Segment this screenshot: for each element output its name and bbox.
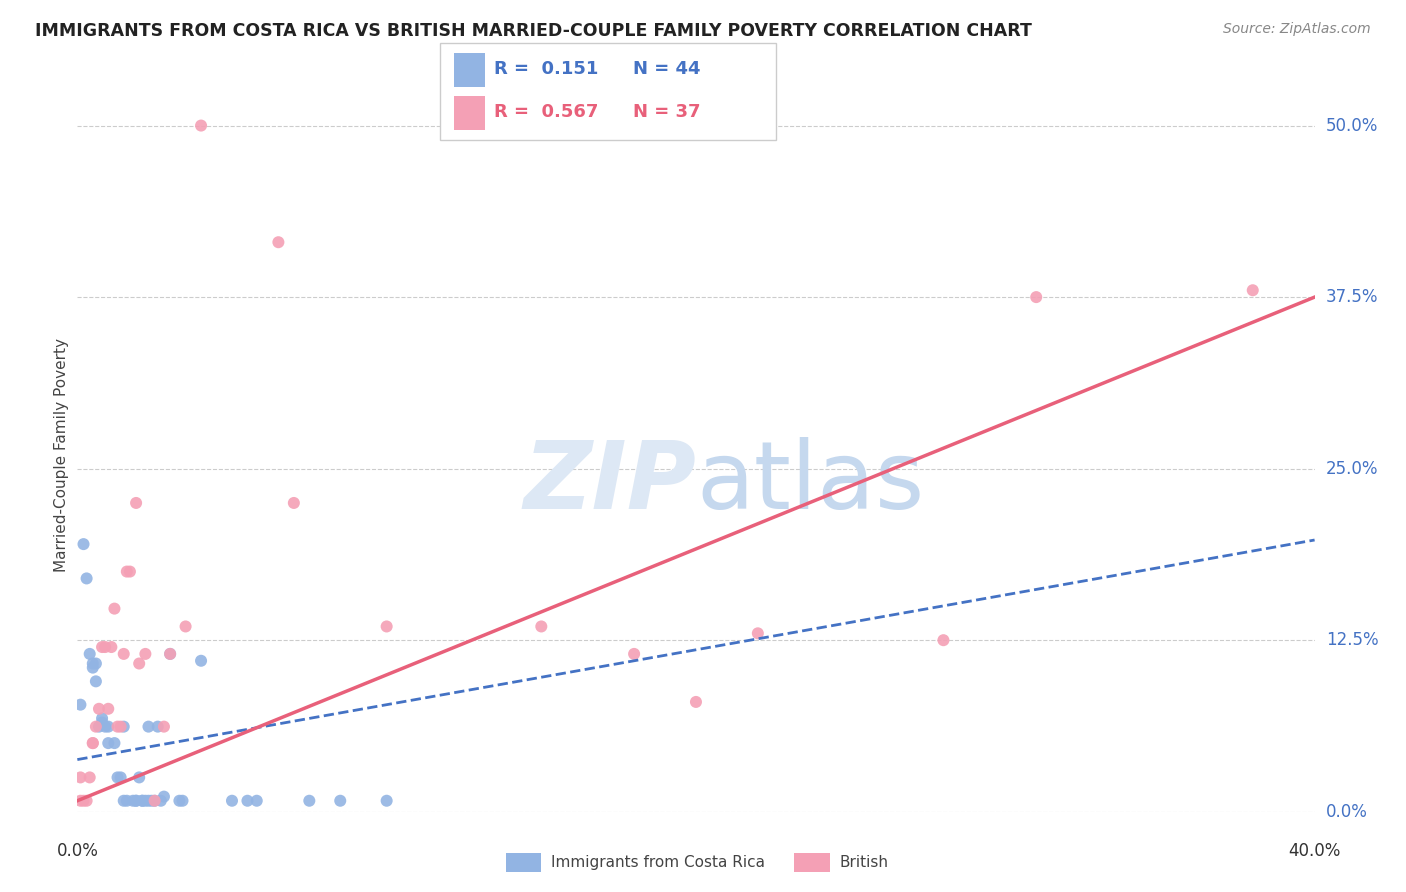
Point — [84, 720, 107, 734]
Point — [141, 794, 163, 808]
Text: Source: ZipAtlas.com: Source: ZipAtlas.com — [1223, 22, 1371, 37]
Point — [131, 794, 153, 808]
Point — [221, 794, 243, 808]
Point — [91, 711, 114, 725]
Point — [79, 647, 101, 661]
Point — [107, 720, 129, 734]
Point — [236, 794, 259, 808]
Text: R =  0.567: R = 0.567 — [494, 103, 598, 121]
Point — [530, 619, 553, 633]
Point — [118, 565, 141, 579]
Point — [138, 720, 160, 734]
Text: 0.0%: 0.0% — [56, 842, 98, 860]
Point — [128, 771, 150, 785]
Point — [125, 794, 148, 808]
Text: 25.0%: 25.0% — [1326, 459, 1378, 477]
Point — [69, 771, 91, 785]
Point — [97, 720, 120, 734]
Y-axis label: Married-Couple Family Poverty: Married-Couple Family Poverty — [53, 338, 69, 572]
Point — [72, 794, 94, 808]
Point — [623, 647, 645, 661]
Point — [134, 647, 156, 661]
Point — [91, 640, 114, 654]
Point — [97, 736, 120, 750]
Point — [190, 119, 212, 133]
Point — [84, 674, 107, 689]
Point — [82, 736, 104, 750]
Point — [131, 794, 153, 808]
Point — [747, 626, 769, 640]
Point — [267, 235, 290, 250]
Point — [87, 720, 110, 734]
Point — [159, 647, 181, 661]
Text: N = 44: N = 44 — [633, 60, 700, 78]
Point — [76, 571, 98, 585]
Point — [107, 771, 129, 785]
Text: R =  0.151: R = 0.151 — [494, 60, 598, 78]
Point — [97, 702, 120, 716]
Point — [69, 698, 91, 712]
Point — [329, 794, 352, 808]
Point — [72, 537, 94, 551]
Point — [100, 640, 122, 654]
Point — [115, 794, 138, 808]
Point — [82, 660, 104, 674]
Point — [110, 771, 132, 785]
Point — [112, 647, 135, 661]
Point — [112, 794, 135, 808]
Point — [91, 715, 114, 730]
Point — [153, 720, 176, 734]
Text: N = 37: N = 37 — [633, 103, 700, 121]
Point — [103, 601, 125, 615]
Point — [125, 794, 148, 808]
Point — [143, 794, 166, 808]
Point — [122, 794, 145, 808]
Text: atlas: atlas — [696, 437, 924, 530]
Point — [125, 496, 148, 510]
Text: 37.5%: 37.5% — [1326, 288, 1378, 306]
Point — [932, 633, 955, 648]
Point — [375, 619, 398, 633]
Point — [115, 565, 138, 579]
Point — [134, 794, 156, 808]
Point — [84, 657, 107, 671]
Text: British: British — [839, 855, 889, 870]
Point — [685, 695, 707, 709]
Text: 12.5%: 12.5% — [1326, 632, 1378, 649]
Point — [94, 640, 117, 654]
Point — [169, 794, 191, 808]
Point — [1025, 290, 1047, 304]
Point — [153, 789, 176, 804]
Point — [172, 794, 194, 808]
Point — [138, 794, 160, 808]
Point — [159, 647, 181, 661]
Text: 50.0%: 50.0% — [1326, 117, 1378, 135]
Point — [298, 794, 321, 808]
Point — [128, 657, 150, 671]
Point — [82, 657, 104, 671]
Point — [146, 720, 169, 734]
Point — [76, 794, 98, 808]
Point — [174, 619, 197, 633]
Point — [149, 794, 172, 808]
Point — [94, 720, 117, 734]
Point — [103, 736, 125, 750]
Point — [87, 702, 110, 716]
Text: IMMIGRANTS FROM COSTA RICA VS BRITISH MARRIED-COUPLE FAMILY POVERTY CORRELATION : IMMIGRANTS FROM COSTA RICA VS BRITISH MA… — [35, 22, 1032, 40]
Point — [375, 794, 398, 808]
Text: 0.0%: 0.0% — [1326, 803, 1368, 821]
Point — [82, 736, 104, 750]
Point — [246, 794, 269, 808]
Point — [69, 794, 91, 808]
Point — [143, 794, 166, 808]
Point — [190, 654, 212, 668]
Point — [1241, 283, 1264, 297]
Point — [283, 496, 305, 510]
Text: ZIP: ZIP — [523, 437, 696, 530]
Point — [110, 720, 132, 734]
Text: Immigrants from Costa Rica: Immigrants from Costa Rica — [551, 855, 765, 870]
Text: 40.0%: 40.0% — [1288, 842, 1341, 860]
Point — [79, 771, 101, 785]
Point — [112, 720, 135, 734]
